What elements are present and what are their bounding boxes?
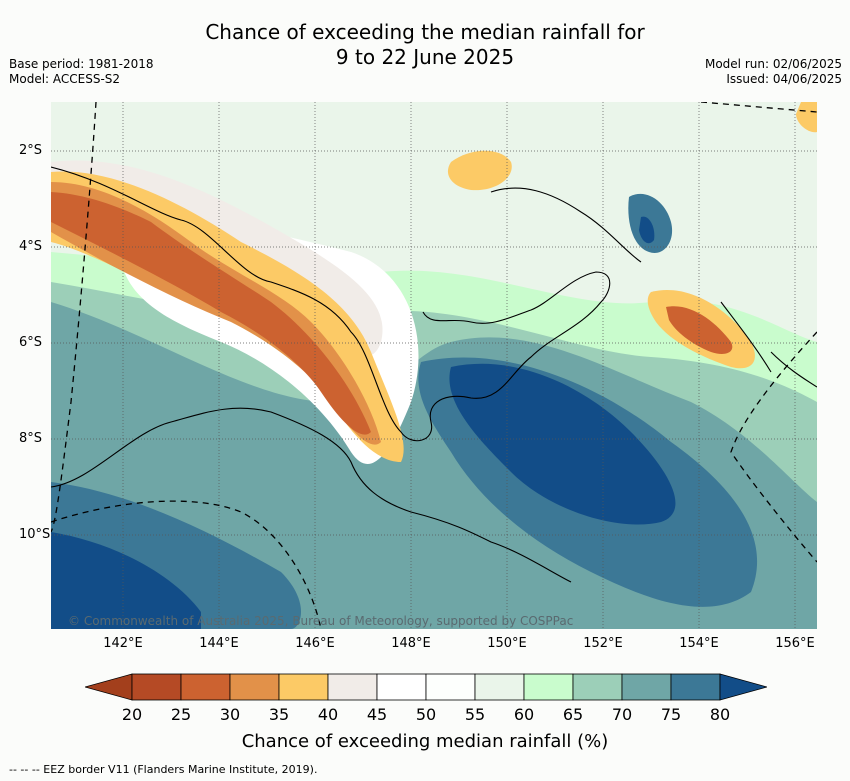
colorbar-tick-label: 65 [562, 705, 584, 724]
title-line-1: Chance of exceeding the median rainfall … [205, 20, 645, 44]
colorbar-segment [425, 673, 476, 701]
lat-label-10s: 10°S [19, 527, 51, 542]
lon-label-146e: 146°E [295, 636, 335, 651]
meta-right: Model run: 02/06/2025 Issued: 04/06/2025 [705, 57, 842, 87]
colorbar-segment [670, 673, 721, 701]
eez-borders [51, 102, 817, 629]
lat-label-4s: 4°S [19, 239, 43, 254]
new-guinea-coastline [51, 166, 611, 442]
lon-label-142e: 142°E [103, 636, 143, 651]
eez-north [51, 500, 322, 629]
new-britain [490, 187, 642, 263]
colorbar-tick-label: 60 [513, 705, 535, 724]
lon-label-152e: 152°E [583, 636, 623, 651]
contour-40-ne [796, 102, 817, 133]
lon-label-148e: 148°E [391, 636, 431, 651]
colorbar-segment [523, 673, 574, 701]
colorbar-tick-label: 55 [464, 705, 486, 724]
lat-label-2s: 2°S [19, 143, 43, 158]
copyright-notice: © Commonwealth of Australia 2025, Bureau… [68, 614, 574, 628]
contour-40-north [447, 150, 512, 191]
lon-label-154e: 154°E [679, 636, 719, 651]
colorbar-segment [131, 673, 182, 701]
colorbar-arrow-high [719, 673, 767, 701]
graticule [51, 102, 817, 629]
contour-85 [449, 363, 676, 525]
contour-85-south [51, 532, 201, 629]
colorbar-tick-label: 20 [121, 705, 143, 724]
colorbar-segment [376, 673, 427, 701]
solomons [770, 351, 817, 388]
lon-label-144e: 144°E [199, 636, 239, 651]
rainfall-map [51, 102, 817, 629]
rainfall-contours [51, 102, 817, 629]
colorbar-tick-label: 50 [415, 705, 437, 724]
colorbar-tick-label: 45 [366, 705, 388, 724]
colorbar-tick-label: 40 [317, 705, 339, 724]
colorbar-segment [278, 673, 329, 701]
map-title: Chance of exceeding the median rainfall … [0, 20, 850, 70]
meta-left: Base period: 1981-2018 Model: ACCESS-S2 [9, 57, 154, 87]
colorbar-segment [621, 673, 672, 701]
eez-legend-note: -- -- -- EEZ border V11 (Flanders Marine… [9, 763, 318, 776]
colorbar-tick-label: 75 [660, 705, 682, 724]
issued-date: Issued: 04/06/2025 [726, 72, 842, 86]
colorbar-tick-label: 35 [268, 705, 290, 724]
bougainville [720, 301, 772, 373]
lon-label-150e: 150°E [487, 636, 527, 651]
colorbar [85, 673, 767, 701]
colorbar-segment [229, 673, 280, 701]
colorbar-tick-label: 70 [611, 705, 633, 724]
colorbar-arrow-low [85, 673, 133, 701]
lon-label-156e: 156°E [775, 636, 815, 651]
colorbar-tick-label: 30 [219, 705, 241, 724]
base-period: Base period: 1981-2018 [9, 57, 154, 71]
contour-85-ne [639, 216, 655, 244]
colorbar-label: Chance of exceeding median rainfall (%) [241, 731, 609, 752]
lat-label-6s: 6°S [19, 335, 43, 350]
contour-30 [51, 192, 371, 435]
eez-ne [700, 102, 817, 113]
colorbar-segment [474, 673, 525, 701]
colorbar-segment [180, 673, 231, 701]
eez-west [51, 102, 97, 533]
colorbar-tick-label: 80 [709, 705, 731, 724]
colorbar-segment [327, 673, 378, 701]
eez-east [730, 331, 817, 563]
title-line-2: 9 to 22 June 2025 [335, 45, 515, 69]
south-coast [51, 407, 572, 583]
lat-label-8s: 8°S [19, 431, 43, 446]
colorbar-segment [572, 673, 623, 701]
model-name: Model: ACCESS-S2 [9, 72, 121, 86]
colorbar-tick-label: 25 [170, 705, 192, 724]
model-run: Model run: 02/06/2025 [704, 57, 842, 71]
coastlines [51, 166, 817, 583]
